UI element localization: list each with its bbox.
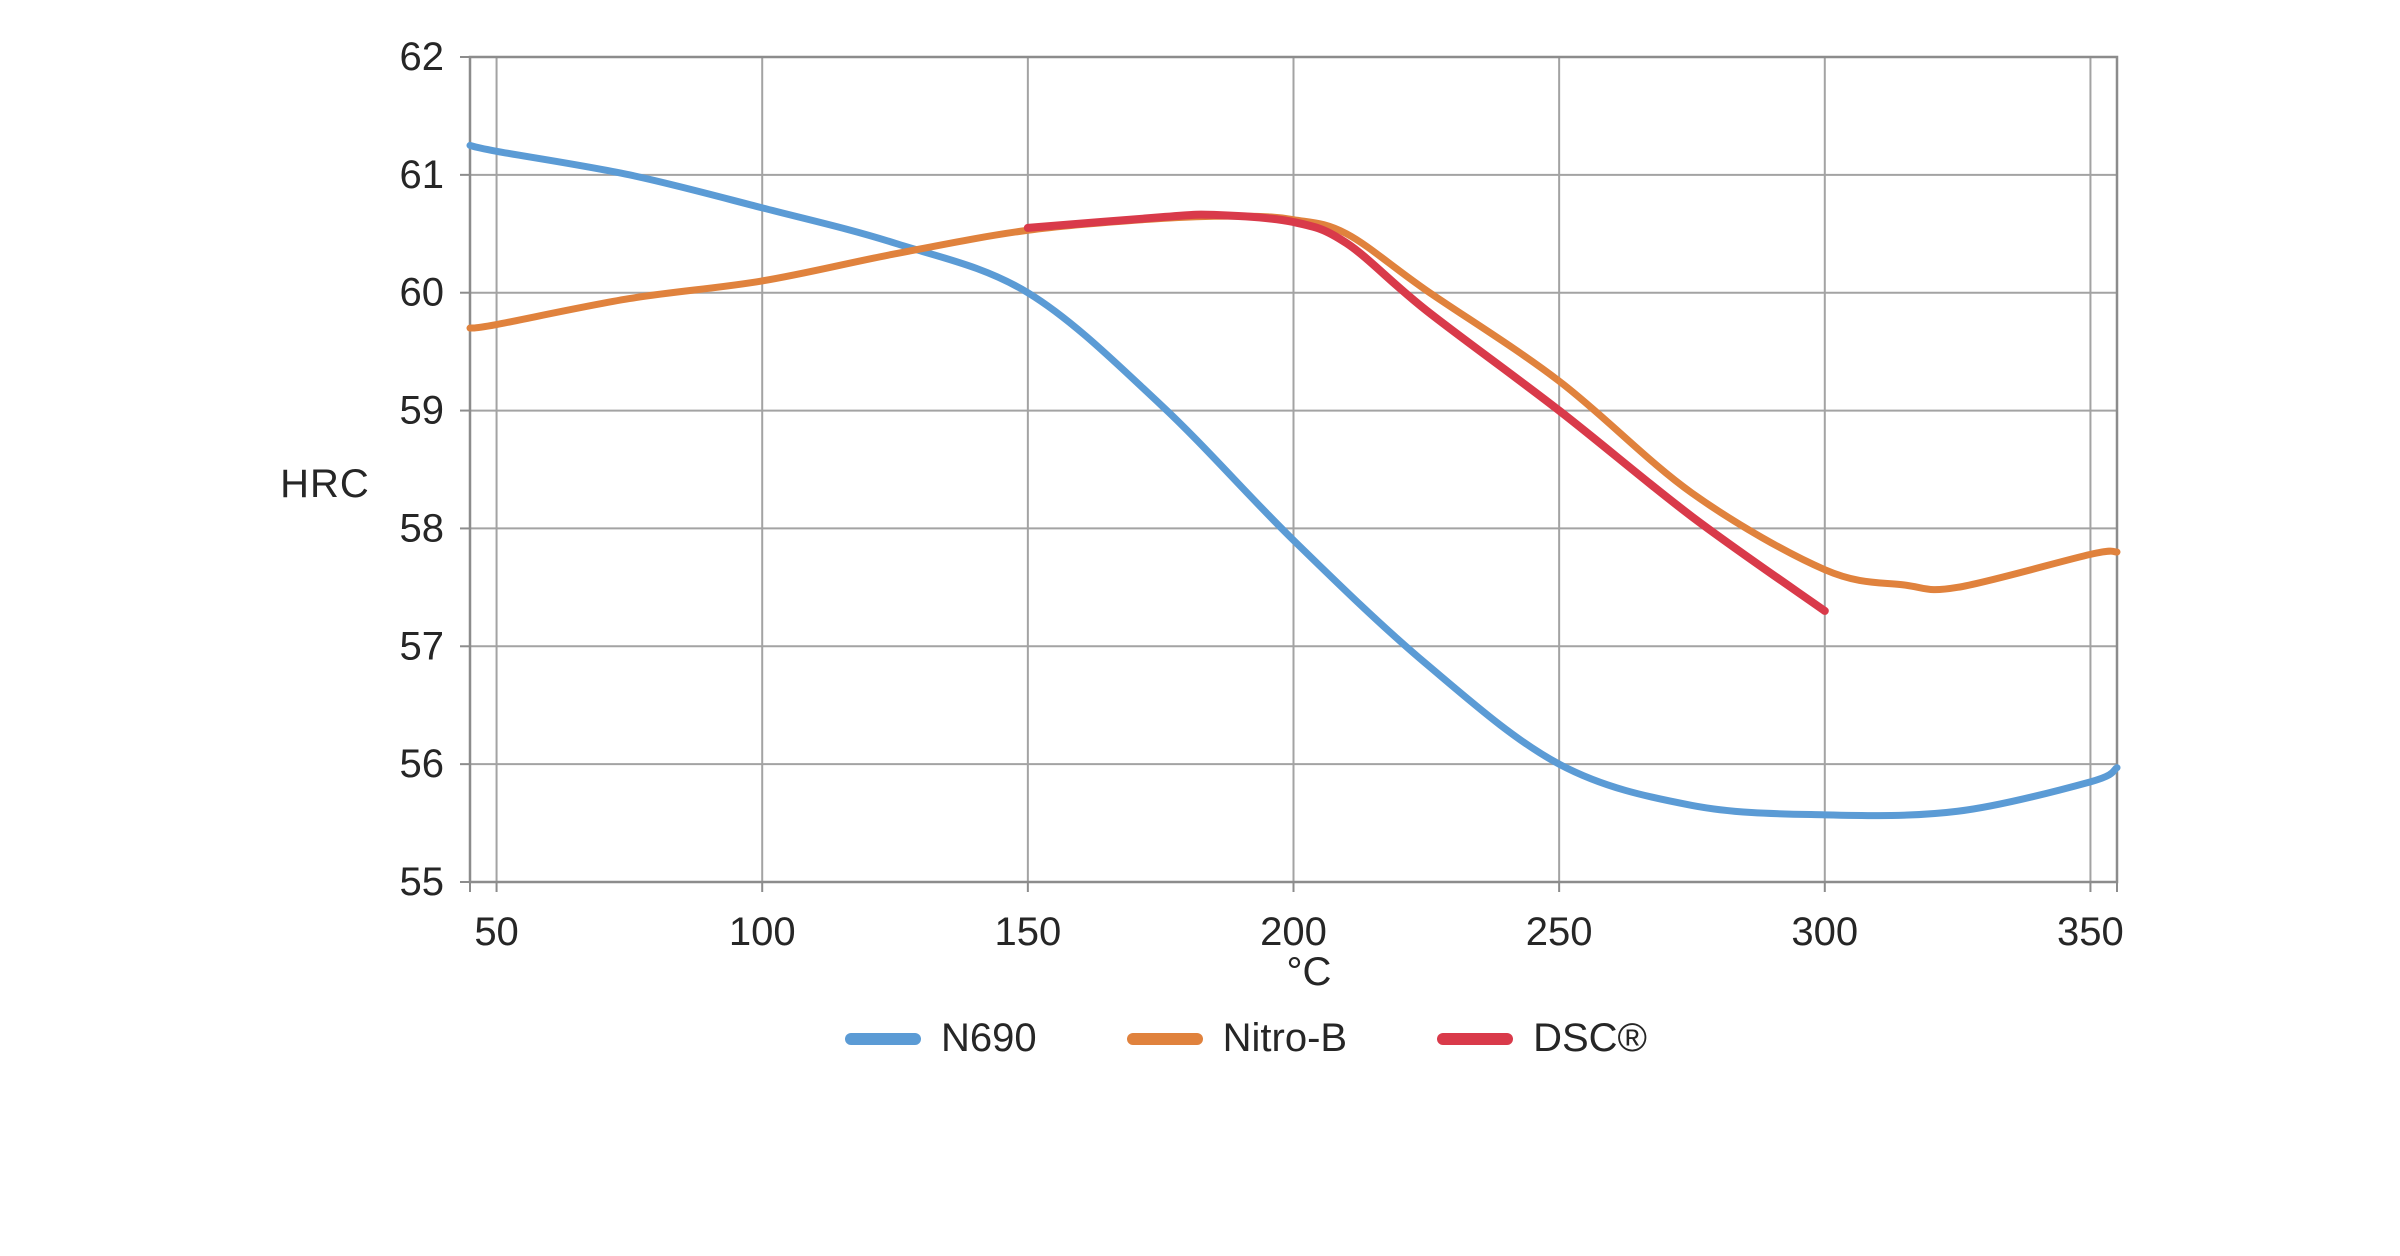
legend-label: DSC® — [1533, 1016, 1648, 1060]
legend-label: N690 — [941, 1016, 1037, 1060]
y-tick-label: 57 — [400, 624, 445, 668]
x-tick-label: 100 — [729, 910, 796, 954]
y-tick-label: 59 — [400, 389, 445, 433]
y-tick-label: 56 — [400, 742, 445, 786]
legend-swatch — [1126, 1032, 1203, 1045]
x-tick-label: 150 — [994, 910, 1061, 954]
y-tick-label: 60 — [400, 271, 445, 315]
legend-item: N690 — [845, 1016, 1037, 1061]
x-tick-label: 50 — [474, 910, 519, 954]
y-tick-label: 62 — [400, 35, 445, 79]
y-tick-label: 55 — [400, 860, 445, 904]
legend: N690 Nitro-B DSC® — [845, 1016, 1647, 1061]
legend-item: DSC® — [1437, 1016, 1647, 1061]
legend-label: Nitro-B — [1222, 1016, 1348, 1060]
legend-swatch — [845, 1032, 921, 1045]
series-line-n690 — [466, 141, 2121, 820]
plot-border — [468, 55, 2119, 884]
series-line-nitrob — [466, 212, 2121, 594]
series-line-dsc — [1023, 210, 1829, 615]
x-tick-label: 250 — [1526, 910, 1593, 954]
y-tick-label: 58 — [400, 506, 445, 550]
y-tick-label: 61 — [400, 153, 445, 197]
x-tick-label: 350 — [2057, 910, 2124, 954]
y-axis-title: HRC — [280, 462, 370, 506]
legend-item: Nitro-B — [1126, 1016, 1348, 1061]
legend-swatch — [1437, 1032, 1514, 1045]
x-tick-label: 200 — [1260, 910, 1327, 954]
x-axis-title: °C — [1286, 950, 1332, 994]
x-tick-label: 300 — [1791, 910, 1858, 954]
